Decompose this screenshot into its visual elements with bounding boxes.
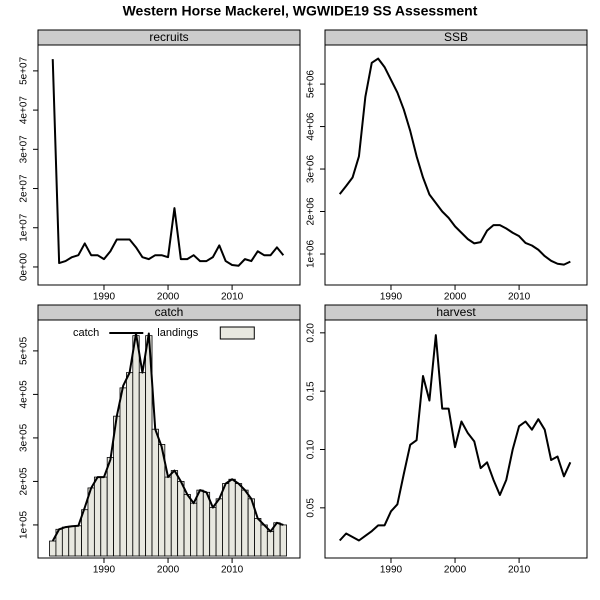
panel-frame [37, 44, 301, 286]
bar [254, 518, 262, 557]
panel-frame [324, 44, 588, 286]
bar [241, 489, 249, 557]
y-tick-label: 2e+07 [19, 174, 30, 203]
x-tick-label: 2010 [508, 292, 531, 303]
x-tick-label: 2000 [444, 292, 467, 303]
y-tick-label: 0.15 [306, 381, 317, 401]
bar [279, 524, 287, 557]
y-tick-label: 1e+06 [306, 240, 317, 269]
y-tick-label: 1e+05 [19, 510, 30, 539]
bar [119, 387, 127, 557]
legend-label: catch [73, 327, 99, 339]
x-tick-label: 1990 [93, 565, 116, 576]
line [51, 332, 284, 542]
bar [106, 457, 114, 557]
x-tick-label: 1990 [93, 292, 116, 303]
bar [266, 531, 275, 557]
bar [215, 498, 223, 557]
x-tick-label: 2010 [221, 565, 244, 576]
bar [87, 487, 95, 557]
bar [177, 481, 185, 557]
bar [183, 494, 191, 557]
legend-swatch [219, 326, 255, 340]
panel-title: harvest [436, 305, 476, 319]
bar [234, 483, 243, 557]
bar [68, 525, 76, 557]
x-tick-label: 2010 [221, 292, 244, 303]
bar [190, 502, 198, 557]
line [338, 57, 571, 266]
y-tick-label: 5e+06 [306, 70, 317, 99]
x-tick-label: 2010 [508, 565, 531, 576]
y-tick-label: 5e+07 [19, 56, 30, 85]
panel-title: SSB [444, 30, 468, 44]
bar [138, 372, 147, 557]
bar [74, 525, 82, 557]
y-tick-label: 5e+05 [19, 336, 30, 365]
y-tick-label: 3e+05 [19, 423, 30, 452]
panel-frame [37, 319, 301, 559]
y-tick-label: 4e+07 [19, 96, 30, 125]
y-tick-label: 3e+06 [306, 155, 317, 184]
bar [100, 476, 108, 557]
y-tick-label: 4e+06 [306, 112, 317, 141]
bar [93, 476, 102, 557]
line [51, 59, 285, 267]
y-tick-label: 0e+00 [19, 252, 30, 281]
bar [126, 372, 134, 557]
y-tick-label: 0.20 [306, 323, 317, 343]
x-tick-label: 1990 [380, 292, 403, 303]
bar [209, 507, 217, 557]
panel-frame [324, 319, 588, 559]
y-tick-label: 0.05 [306, 498, 317, 518]
bar [132, 335, 140, 557]
bar [273, 522, 281, 557]
panel-title: recruits [149, 30, 188, 44]
y-tick-label: 2e+06 [306, 197, 317, 226]
panel-title: catch [155, 305, 184, 319]
bar [228, 478, 236, 557]
bar [61, 526, 70, 557]
bar [260, 524, 268, 557]
bar [222, 483, 230, 557]
x-tick-label: 2000 [157, 292, 180, 303]
bar [202, 491, 211, 557]
y-tick-label: 1e+07 [19, 213, 30, 242]
y-tick-label: 2e+05 [19, 467, 30, 496]
bar [170, 470, 179, 557]
x-tick-label: 1990 [380, 565, 403, 576]
y-tick-label: 0.10 [306, 439, 317, 459]
line [338, 334, 572, 542]
y-tick-label: 4e+05 [19, 380, 30, 409]
legend-label: landings [157, 327, 198, 339]
x-tick-label: 2000 [157, 565, 180, 576]
bar [164, 476, 172, 557]
x-tick-label: 2000 [444, 565, 467, 576]
y-tick-label: 3e+07 [19, 135, 30, 164]
chart-title: Western Horse Mackerel, WGWIDE19 SS Asse… [123, 3, 478, 19]
bar [151, 428, 159, 557]
bar [196, 489, 204, 557]
bar [49, 540, 57, 557]
